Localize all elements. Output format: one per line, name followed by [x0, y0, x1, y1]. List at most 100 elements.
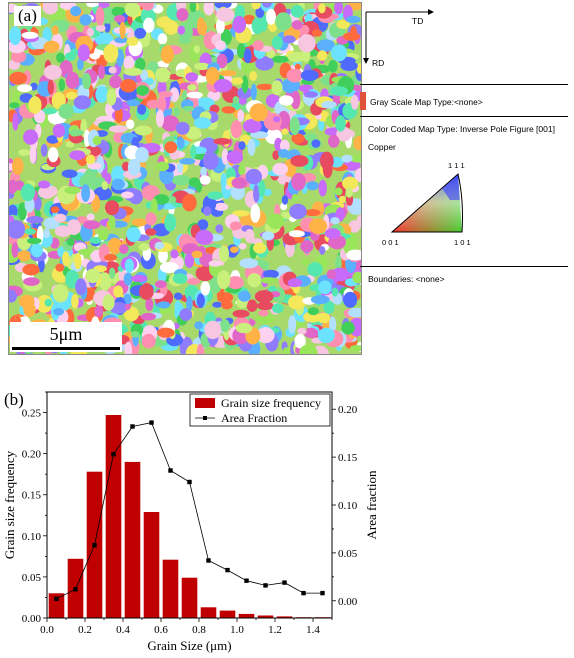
- grain-icon: [258, 180, 266, 198]
- grain-icon: [77, 58, 84, 71]
- x-tick-label: 0.6: [154, 624, 168, 636]
- grain-icon: [103, 44, 119, 63]
- panel-a-label: (a): [14, 6, 41, 26]
- grain-icon: [43, 185, 58, 197]
- grain-icon: [81, 184, 91, 203]
- grain-icon: [208, 260, 222, 267]
- grain-icon: [114, 15, 126, 23]
- grain-icon: [108, 215, 116, 230]
- y-axis-ticks: 0.00 0.05 0.10 0.15 0.20 0.25: [22, 391, 47, 625]
- grain-icon: [69, 150, 86, 161]
- grain-icon: [220, 319, 230, 333]
- grain-icon: [42, 3, 59, 15]
- grain-icon: [125, 119, 135, 130]
- x-tick-label: 1.0: [230, 624, 244, 636]
- grain-icon: [272, 303, 284, 314]
- grain-icon: [66, 91, 78, 100]
- y-tick-label: 0.25: [22, 408, 42, 420]
- grain-icon: [17, 234, 32, 251]
- bar: [105, 415, 122, 618]
- grain-icon: [345, 15, 361, 24]
- grain-icon: [64, 186, 81, 195]
- grain-icon: [158, 91, 173, 98]
- grain-icon: [335, 115, 346, 132]
- grain-icon: [54, 225, 72, 238]
- grain-icon: [111, 165, 125, 184]
- grain-icon: [239, 258, 258, 269]
- grain-icon: [79, 174, 96, 189]
- grain-icon: [101, 180, 109, 190]
- grain-icon: [255, 56, 274, 71]
- grain-icon: [23, 277, 40, 286]
- grain-icon: [104, 254, 117, 261]
- grain-icon: [220, 29, 232, 46]
- grain-icon: [238, 243, 247, 250]
- bar: [124, 461, 141, 618]
- grain-icon: [317, 327, 335, 344]
- grain-icon: [217, 270, 231, 290]
- grain-icon: [161, 115, 180, 132]
- grain-icon: [157, 95, 167, 113]
- area-fraction-point: [130, 424, 135, 429]
- grain-icon: [220, 172, 227, 190]
- x-axis-ticks: 0.0 0.2 0.4 0.6 0.8 1.0 1.2 1.4: [40, 618, 333, 636]
- grain-icon: [254, 290, 274, 303]
- grain-icon: [319, 246, 326, 255]
- grain-icon: [124, 258, 134, 274]
- grain-icon: [29, 145, 37, 164]
- grain-icon: [173, 107, 180, 117]
- grain-icon: [320, 151, 334, 170]
- grain-icon: [89, 236, 102, 244]
- y-tick-label: 0.00: [22, 613, 42, 625]
- grain-icon: [324, 228, 341, 239]
- grain-icon: [249, 71, 257, 81]
- grain-icon: [113, 285, 124, 298]
- x-tick-label: 1.4: [306, 624, 320, 636]
- grain-icon: [126, 226, 141, 243]
- grain-icon: [56, 52, 65, 63]
- grain-icon: [200, 281, 211, 296]
- grain-icon: [304, 209, 321, 217]
- grain-icon: [155, 109, 165, 128]
- grain-icon: [17, 202, 27, 221]
- grain-icon: [287, 278, 302, 288]
- area-fraction-point: [244, 578, 249, 583]
- grain-icon: [73, 95, 92, 110]
- area-fraction-point: [73, 587, 78, 592]
- ipf-color-key-triangle: [390, 173, 463, 233]
- grain-icon: [175, 121, 190, 135]
- grain-icon: [94, 32, 114, 47]
- area-fraction-point: [320, 590, 325, 596]
- grain-icon: [137, 104, 147, 115]
- x-axis-title: Grain Size (μm): [147, 638, 231, 653]
- grain-icon: [252, 40, 264, 51]
- grain-icon: [141, 333, 156, 349]
- grain-icon: [215, 40, 227, 51]
- grain-icon: [182, 105, 195, 112]
- grain-icon: [282, 35, 296, 44]
- grain-icon: [146, 99, 160, 109]
- grain-icon: [231, 177, 248, 189]
- grain-icon: [164, 141, 178, 154]
- grain-icon: [172, 273, 188, 284]
- rd-label: RD: [372, 58, 385, 68]
- grain-icon: [341, 154, 353, 163]
- grain-icon: [176, 8, 189, 22]
- grain-icon: [281, 128, 288, 135]
- grain-icon: [289, 116, 300, 136]
- grain-icon: [251, 17, 264, 35]
- boundaries-label: Boundaries: <none>: [368, 274, 445, 284]
- grain-icon: [95, 24, 106, 32]
- y2-tick-label: 0.00: [338, 596, 358, 608]
- grain-icon: [86, 213, 95, 221]
- grain-icon: [291, 133, 305, 144]
- divider: [360, 266, 568, 267]
- grain-icon: [130, 331, 140, 338]
- grain-icon: [267, 213, 285, 230]
- area-fraction-point: [187, 479, 192, 485]
- grain-icon: [316, 312, 331, 324]
- divider: [360, 84, 568, 85]
- grain-icon: [188, 177, 201, 188]
- grain-icon: [134, 125, 153, 136]
- color-coded-map-type: Color Coded Map Type: Inverse Pole Figur…: [368, 124, 555, 134]
